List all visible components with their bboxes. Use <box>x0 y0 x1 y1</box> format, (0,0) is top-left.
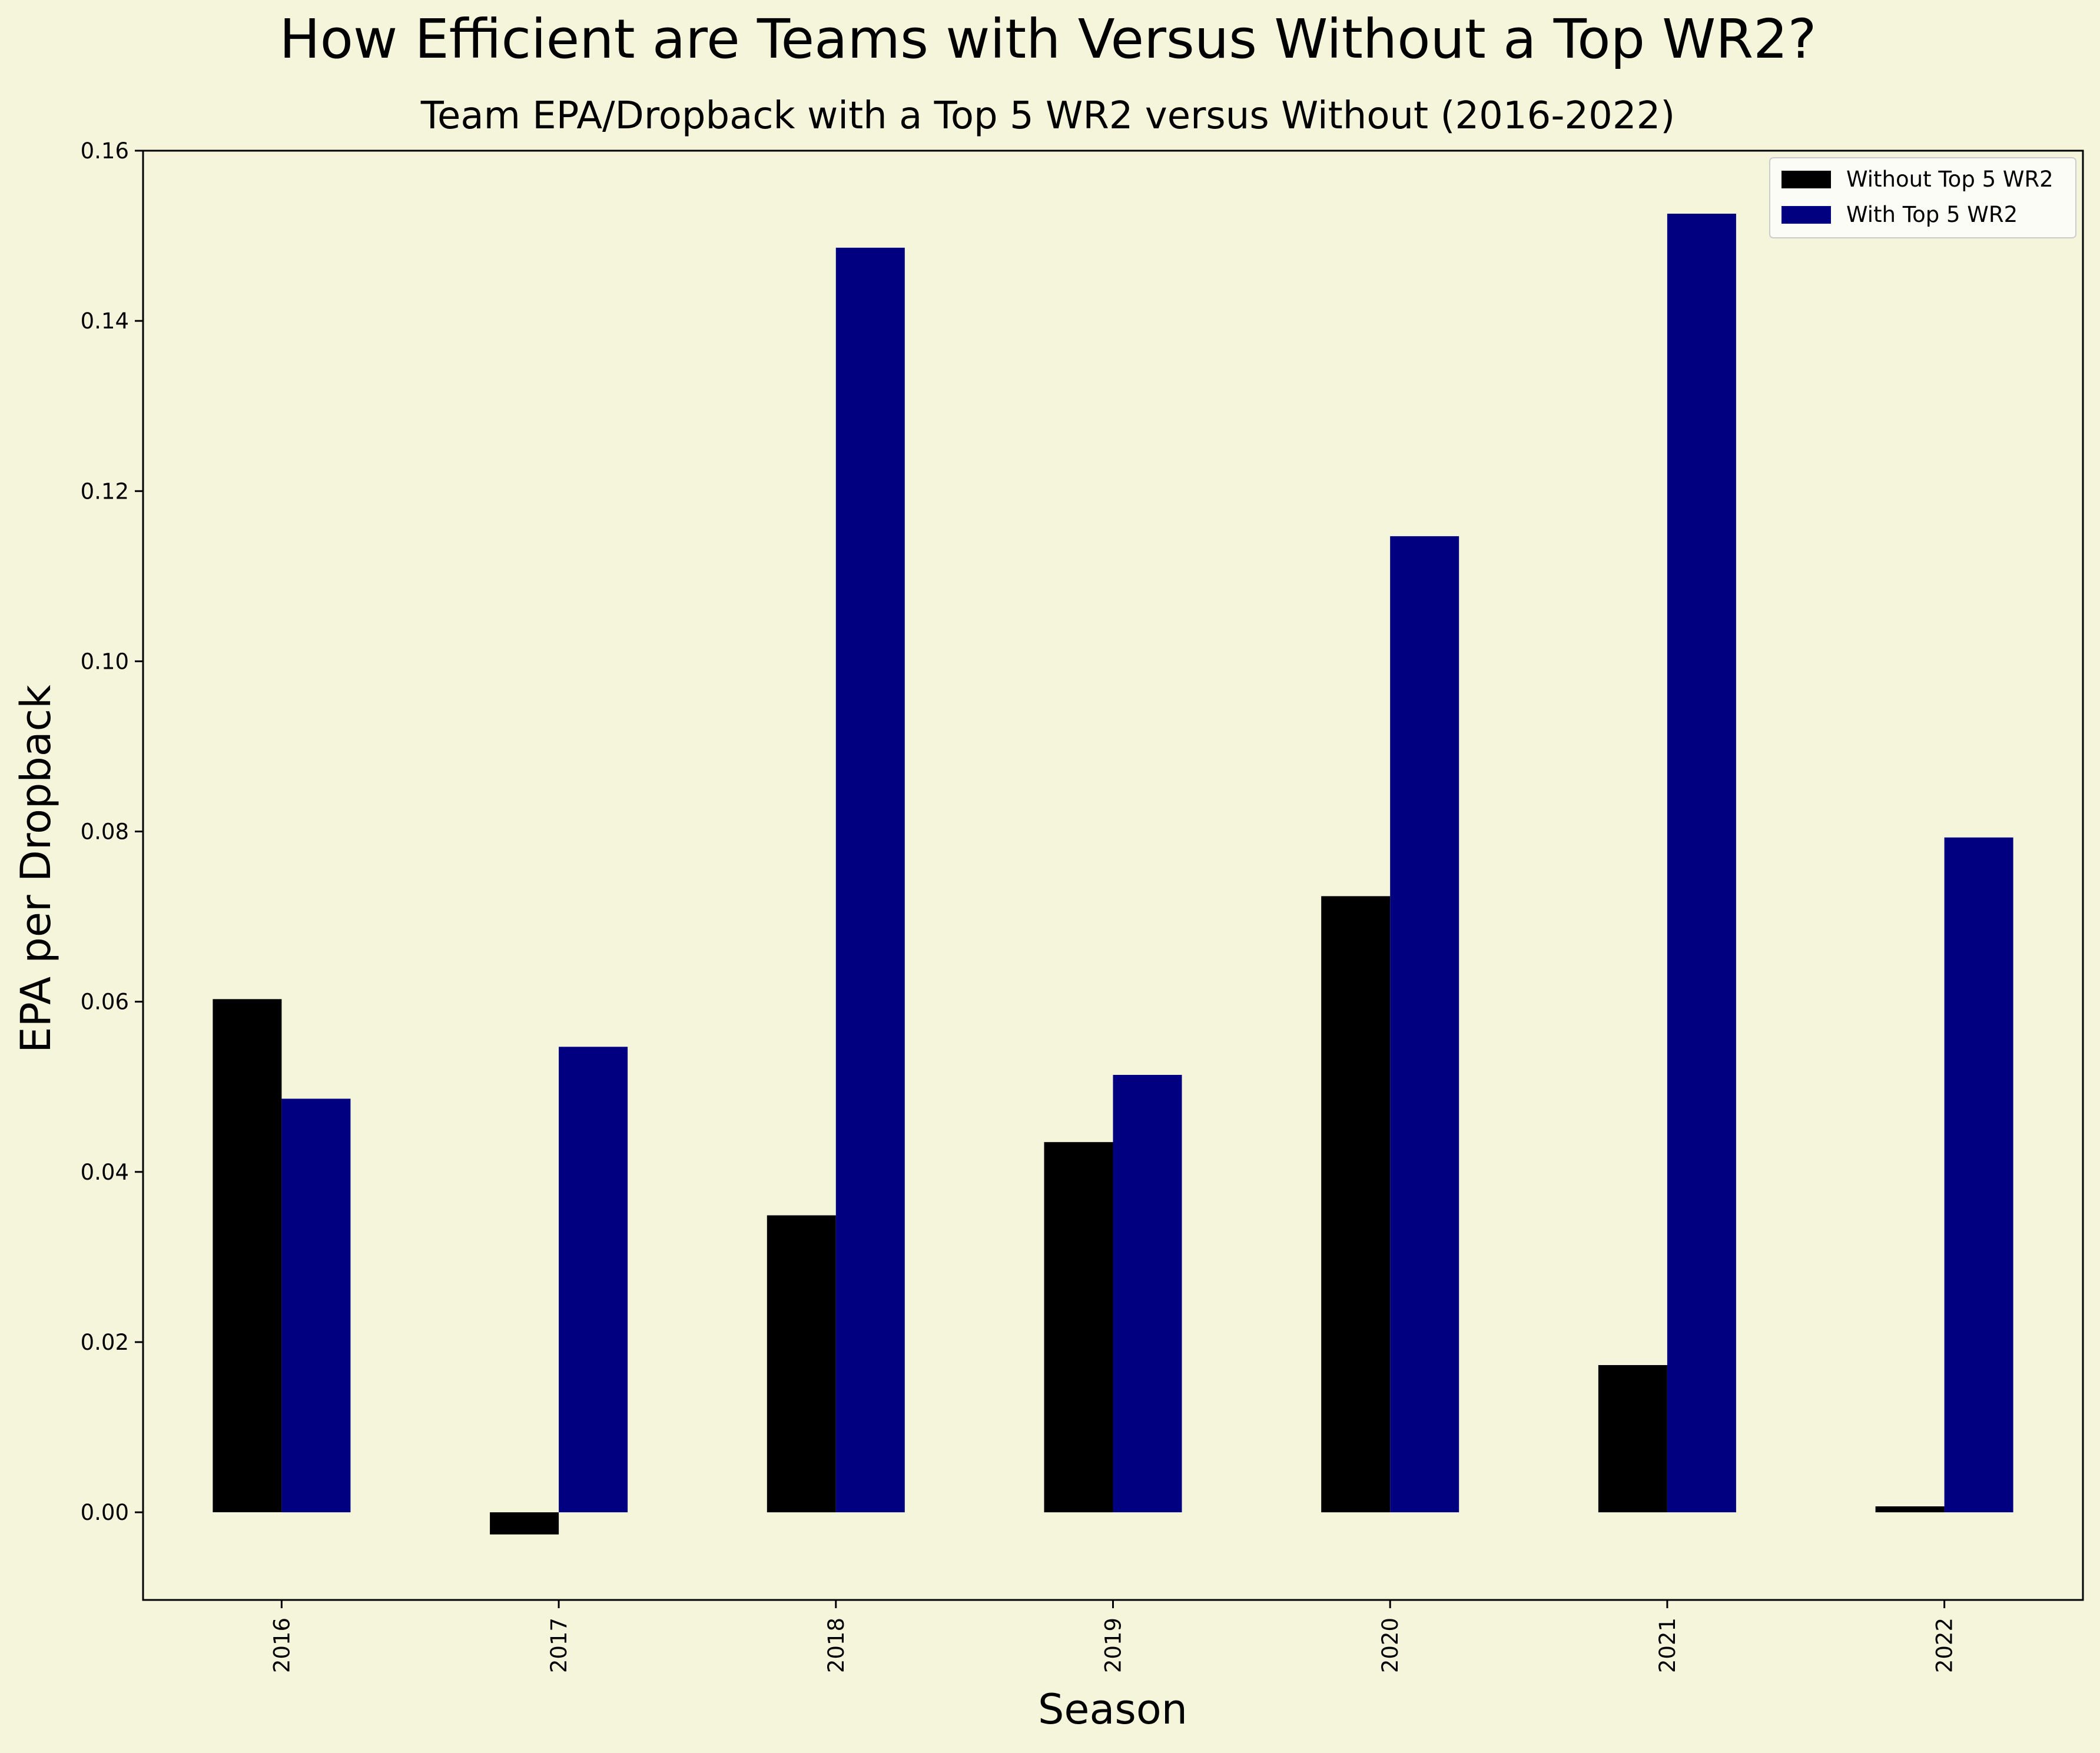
bar-without-2021 <box>1598 1365 1667 1513</box>
bar-without-2017 <box>490 1512 559 1535</box>
x-tick-label: 2018 <box>824 1618 849 1673</box>
y-tick-label: 0.10 <box>81 649 129 674</box>
legend-box <box>1769 157 2076 238</box>
bar-without-2018 <box>767 1215 836 1513</box>
chart-subtitle: Team EPA/Dropback with a Top 5 WR2 versu… <box>420 94 1676 138</box>
bar-with-2021 <box>1667 214 1736 1513</box>
bar-with-2022 <box>1944 837 2013 1513</box>
bar-without-2019 <box>1044 1142 1113 1513</box>
y-tick-label: 0.16 <box>81 138 129 164</box>
x-axis-label: Season <box>1038 1685 1187 1734</box>
x-tick-label: 2019 <box>1101 1618 1126 1673</box>
bar-with-2020 <box>1390 536 1459 1513</box>
axes: 0.00 0.02 0.04 0.06 0.08 0.10 0.12 0.14 0.16 2016… <box>81 138 2084 1673</box>
plot-area <box>213 214 2013 1535</box>
y-tick-label: 0.06 <box>81 990 129 1015</box>
bar-with-2018 <box>835 247 905 1513</box>
bar-with-2017 <box>559 1047 628 1513</box>
x-tick-label: 2017 <box>546 1618 572 1673</box>
x-tick-label: 2022 <box>1932 1618 1958 1673</box>
bar-with-2019 <box>1113 1075 1182 1513</box>
legend: Without Top 5 WR2 With Top 5 WR2 <box>1769 157 2076 238</box>
y-tick-label: 0.12 <box>81 479 129 504</box>
legend-label-with: With Top 5 WR2 <box>1846 202 2018 227</box>
legend-swatch-with <box>1781 206 1831 224</box>
y-tick-label: 0.04 <box>81 1160 129 1185</box>
bar-without-2016 <box>213 999 282 1512</box>
x-tick-label: 2021 <box>1655 1618 1680 1673</box>
bar-without-2022 <box>1875 1506 1945 1513</box>
legend-label-without: Without Top 5 WR2 <box>1846 167 2053 192</box>
bar-with-2016 <box>281 1098 351 1513</box>
y-tick-label: 0.08 <box>81 819 129 845</box>
y-tick-label: 0.00 <box>81 1500 129 1525</box>
legend-swatch-without <box>1781 171 1831 188</box>
x-tick-label: 2020 <box>1378 1618 1403 1673</box>
chart-title: How Efficient are Teams with Versus With… <box>280 8 1817 71</box>
y-axis-label: EPA per Dropback <box>12 685 60 1053</box>
y-tick-label: 0.14 <box>81 308 129 334</box>
bar-without-2020 <box>1321 896 1391 1513</box>
x-tick-label: 2016 <box>269 1618 294 1673</box>
y-tick-label: 0.02 <box>81 1330 129 1355</box>
